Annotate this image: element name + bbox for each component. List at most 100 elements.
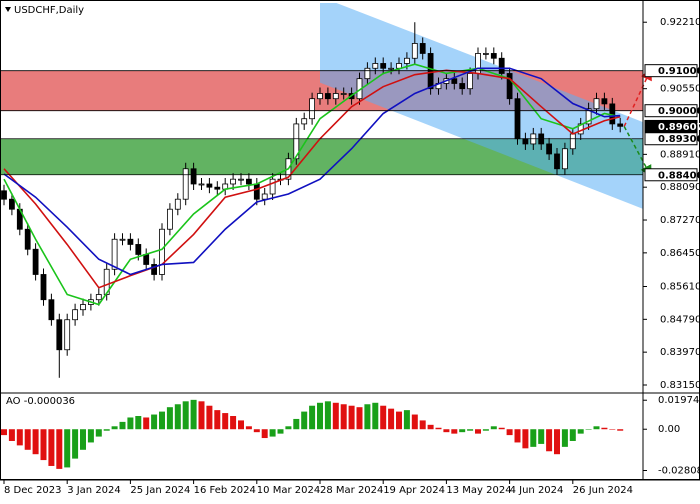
ao-bar: [522, 429, 529, 449]
candle-body: [617, 123, 624, 127]
candle-body: [24, 228, 31, 250]
candle-body: [245, 178, 252, 185]
ao-bar: [356, 407, 363, 430]
price-box-label: 0.89607: [658, 122, 700, 133]
candle-body: [451, 78, 458, 84]
chart-title: USDCHF,Daily: [14, 5, 84, 16]
candle-body: [190, 168, 197, 185]
candle-body: [482, 53, 489, 55]
ao-tick-label: 0.019747: [658, 395, 700, 406]
ao-bar: [198, 401, 205, 430]
candle-body: [514, 98, 521, 140]
y-tick-label: 0.92210: [660, 17, 700, 28]
ao-bar: [206, 405, 213, 430]
x-tick-label: 16 Feb 2024: [194, 485, 256, 496]
x-tick-label: 4 Jun 2024: [510, 485, 564, 496]
candle-body: [411, 43, 418, 59]
candle-body: [585, 108, 592, 125]
ao-bar: [182, 401, 189, 430]
forecast-arrow: [623, 67, 652, 127]
candle-body: [301, 118, 308, 125]
candle-body: [388, 67, 395, 70]
candle-body: [364, 67, 371, 80]
candle-body: [253, 183, 260, 200]
ao-bar: [166, 407, 173, 430]
ao-bar: [1, 429, 7, 436]
ao-bar: [538, 429, 545, 444]
ao-bar: [16, 429, 23, 446]
title-icon: [5, 7, 11, 12]
ao-bar: [411, 414, 418, 430]
y-tick-label: 0.87270: [660, 215, 700, 226]
candle-body: [293, 123, 300, 160]
ao-bar: [48, 429, 55, 466]
y-tick-label: 0.83150: [660, 380, 700, 391]
moving-average: [3, 63, 621, 306]
ao-bar: [561, 429, 568, 447]
ao-bar: [419, 420, 426, 430]
ao-bar: [443, 429, 450, 433]
candle-body: [269, 178, 276, 195]
ao-bar: [72, 429, 79, 459]
ao-bar: [617, 429, 624, 431]
ao-bar: [238, 420, 244, 430]
ao-bar: [309, 405, 316, 430]
candle-body: [427, 53, 434, 90]
candle-body: [159, 228, 165, 275]
ao-bar: [569, 429, 576, 441]
candle-body: [261, 193, 268, 200]
candle-body: [332, 93, 339, 100]
ao-bar: [222, 413, 229, 430]
candle-body: [340, 93, 347, 95]
ao-bar: [467, 429, 474, 431]
candle-body: [127, 238, 134, 245]
ao-bar: [40, 429, 47, 461]
candle-body: [214, 186, 221, 190]
candle-body: [317, 93, 323, 100]
y-tick-label: 0.88910: [660, 149, 700, 160]
ao-bar: [103, 429, 110, 431]
candle-body: [459, 83, 466, 90]
ao-bar: [8, 429, 15, 441]
ao-bar: [285, 426, 292, 430]
x-tick-label: 10 Mar 2024: [257, 485, 320, 496]
y-tick-label: 0.84790: [660, 314, 700, 325]
price-pane: [0, 3, 652, 378]
ao-bar: [151, 414, 158, 430]
ao-bar: [159, 411, 165, 430]
candle-body: [182, 168, 189, 200]
ao-bar: [293, 418, 300, 430]
ao-tick-label: 0.00: [658, 424, 680, 435]
ao-bar: [601, 427, 608, 430]
ao-bar: [340, 404, 347, 430]
ao-bar: [593, 426, 600, 430]
ao-bar: [190, 399, 197, 430]
candle-body: [198, 183, 205, 186]
candle-body: [1, 190, 7, 200]
candle-body: [419, 43, 426, 54]
ao-bar: [554, 429, 560, 455]
ao-bar: [56, 429, 63, 469]
candle-body: [206, 183, 213, 188]
ao-title: AO -0.000036: [6, 396, 75, 407]
y-tick-label: 0.86450: [660, 248, 700, 259]
candle-body: [56, 319, 63, 351]
ao-bar: [87, 429, 94, 443]
candle-body: [569, 133, 576, 150]
x-tick-label: 3 Jan 2024: [67, 485, 121, 496]
ao-bar: [403, 410, 410, 430]
ao-bar: [514, 429, 521, 443]
candle-body: [95, 294, 102, 301]
candle-body: [48, 299, 55, 321]
y-tick-label: 0.85610: [660, 281, 700, 292]
candle-body: [554, 153, 560, 170]
x-tick-label: 26 Jun 2024: [573, 485, 633, 496]
candle-body: [64, 319, 71, 351]
ao-bar: [546, 429, 553, 452]
ao-bar: [324, 401, 331, 430]
moving-average: [3, 67, 621, 276]
ao-bar: [245, 426, 252, 430]
candle-body: [372, 63, 379, 69]
candle-body: [230, 178, 237, 185]
